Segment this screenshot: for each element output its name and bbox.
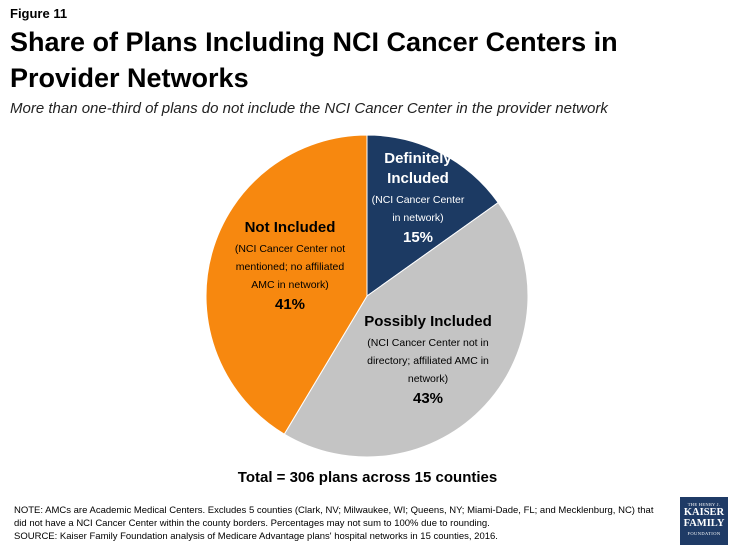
pie-slice-not-included	[205, 134, 368, 435]
pie-slice-possibly-included	[283, 201, 529, 458]
logo-line-2: KAISER	[683, 507, 725, 518]
slice-value-label: 41%	[275, 296, 305, 313]
figure-label: Figure 11	[10, 6, 68, 21]
source-text: SOURCE: Kaiser Family Foundation analysi…	[14, 531, 498, 542]
footnote: NOTE: AMCs are Academic Medical Centers.…	[14, 504, 664, 543]
note-text: NOTE: AMCs are Academic Medical Centers.…	[14, 505, 654, 529]
slice-detail-label: directory; affiliated AMC in	[367, 355, 489, 367]
slice-detail-label: network)	[408, 373, 448, 385]
slice-detail-label: in network)	[392, 212, 443, 224]
slice-title-label: Not Included	[245, 219, 336, 236]
slice-detail-label: (NCI Cancer Center not in	[367, 337, 489, 349]
kff-logo: THE HENRY J. KAISER FAMILY FOUNDATION	[680, 497, 728, 545]
slice-detail-label: mentioned; no affiliated	[236, 261, 345, 273]
logo-line-4: FOUNDATION	[687, 531, 721, 536]
pie-slice-definitely-included	[366, 134, 499, 297]
slice-detail-label: AMC in network)	[251, 279, 329, 291]
slice-detail-label: (NCI Cancer Center	[372, 194, 465, 206]
logo-line-3: FAMILY	[683, 518, 725, 529]
slice-title-label: Possibly Included	[364, 313, 492, 330]
slice-title-label: Definitely	[384, 150, 452, 167]
logo-line-1: THE HENRY J.	[687, 502, 721, 507]
slice-title-label: Included	[387, 170, 449, 187]
slice-detail-label: (NCI Cancer Center not	[235, 243, 345, 255]
chart-title: Share of Plans Including NCI Cancer Cent…	[10, 27, 618, 93]
total-caption: Total = 306 plans across 15 counties	[237, 469, 498, 486]
slice-value-label: 15%	[403, 229, 433, 246]
chart-subtitle: More than one-third of plans do not incl…	[10, 100, 608, 117]
slice-value-label: 43%	[413, 390, 443, 407]
